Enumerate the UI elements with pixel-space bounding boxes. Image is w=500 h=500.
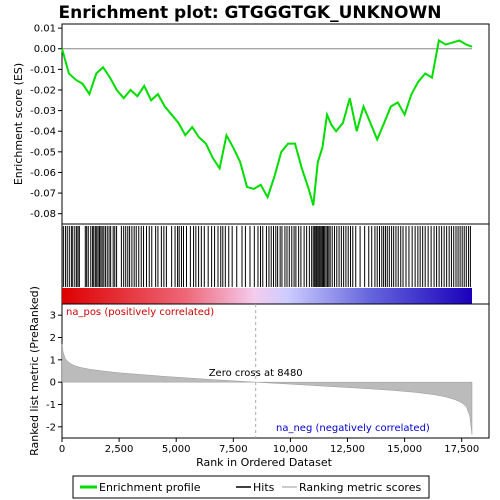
metric-xtick-label: 10,000 <box>273 444 308 455</box>
metric-ytick-label: 3 <box>50 311 56 322</box>
metric-xtick-label: 12,500 <box>330 444 365 455</box>
metric-xtick-label: 15,000 <box>387 444 422 455</box>
na-neg-label: na_neg (negatively correlated) <box>276 423 430 434</box>
metric-xtick-label: 2,500 <box>105 444 134 455</box>
metric-ylabel: Ranked list metric (PreRanked) <box>28 286 41 456</box>
es-ytick-label: -0.02 <box>30 85 56 96</box>
metric-ytick-label: 1 <box>50 355 56 366</box>
legend-enrichment-label: Enrichment profile <box>99 481 201 494</box>
ranking-metric-area <box>61 344 473 435</box>
metric-xlabel: Rank in Ordered Dataset <box>196 456 333 469</box>
zero-cross-label: Zero cross at 8480 <box>209 368 303 379</box>
es-ytick-label: -0.07 <box>30 189 56 200</box>
es-ytick-label: -0.03 <box>30 106 56 117</box>
metric-panel-frame <box>61 303 490 439</box>
metric-ytick-label: 2 <box>50 333 56 344</box>
metric-ytick-label: 0 <box>50 378 56 389</box>
metric-xtick-label: 17,500 <box>444 444 479 455</box>
metric-ytick-label: -2 <box>46 422 56 433</box>
es-ylabel: Enrichment score (ES) <box>12 63 25 185</box>
es-ytick-label: 0.01 <box>34 24 56 35</box>
na-pos-label: na_pos (positively correlated) <box>66 307 214 318</box>
metric-ytick-label: -1 <box>46 400 56 411</box>
enrichment-profile-line <box>61 38 473 206</box>
es-panel-frame <box>61 23 490 225</box>
es-ytick-label: -0.08 <box>30 209 56 220</box>
metric-xtick-label: 7,500 <box>219 444 248 455</box>
chart-title: Enrichment plot: GTGGGTGK_UNKNOWN <box>59 3 442 23</box>
legend-metric-label: Ranking metric scores <box>299 481 421 494</box>
correlation-gradient-bar <box>62 288 472 304</box>
metric-xtick-label: 5,000 <box>162 444 191 455</box>
legend-hits-label: Hits <box>253 481 275 494</box>
es-ytick-label: -0.01 <box>30 65 56 76</box>
es-ytick-label: -0.06 <box>30 168 56 179</box>
es-ytick-label: -0.04 <box>30 127 56 138</box>
metric-xtick-label: 0 <box>59 444 65 455</box>
es-ytick-label: 0.00 <box>34 44 56 55</box>
es-ytick-label: -0.05 <box>30 147 56 158</box>
